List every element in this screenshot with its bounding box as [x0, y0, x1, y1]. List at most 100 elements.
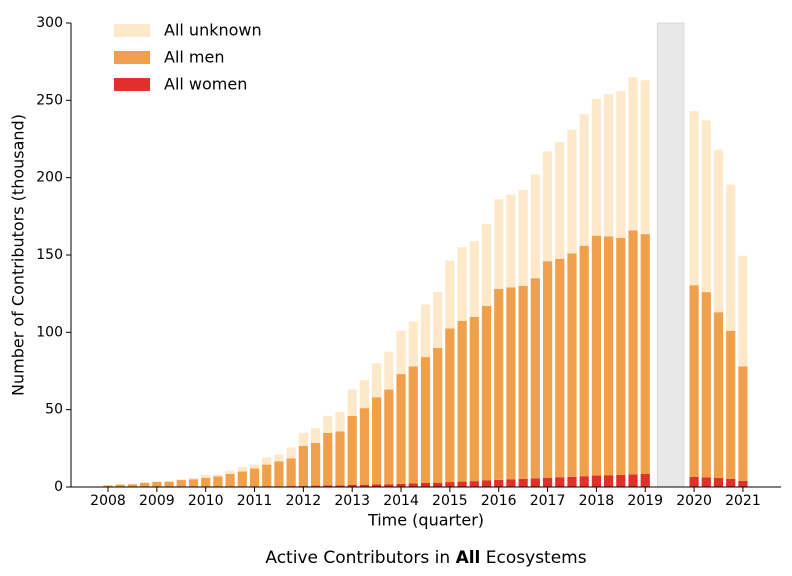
bar-segment	[726, 184, 736, 331]
bar-segment	[542, 261, 553, 478]
title-part: Active Contributors in	[265, 548, 455, 568]
bar-segment	[506, 479, 516, 487]
bar-segment	[201, 477, 211, 487]
bar-segment	[457, 481, 467, 487]
bar-segment	[579, 245, 589, 477]
x-tick-label: 2014	[383, 493, 419, 509]
bar-segment	[640, 234, 650, 475]
bar-segment	[542, 151, 553, 262]
y-tick-label: 200	[36, 170, 63, 186]
bar-segment	[372, 363, 382, 398]
x-tick-label: 2020	[676, 493, 712, 509]
bar-segment	[335, 411, 345, 432]
bar-segment	[567, 253, 577, 477]
bar-segment	[420, 357, 431, 483]
bar-segment	[726, 330, 736, 479]
bar-segment	[201, 474, 211, 478]
bar-segment	[445, 260, 455, 329]
bar-segment	[738, 255, 748, 367]
bar-segment	[420, 304, 431, 358]
bar-segment	[286, 447, 296, 459]
bar-segment	[506, 194, 516, 288]
y-tick-label: 250	[36, 92, 63, 108]
bar-segment	[628, 230, 638, 475]
bar-segment	[323, 432, 333, 486]
bar-segment	[689, 476, 699, 487]
bar-segment	[372, 397, 382, 485]
y-tick-label: 150	[36, 247, 63, 263]
bar-segment	[701, 477, 711, 487]
bar-segment	[249, 468, 260, 487]
bar-segment	[542, 477, 553, 487]
bar-segment	[140, 482, 150, 487]
bar-segment	[396, 374, 406, 484]
y-tick-label: 50	[45, 402, 63, 418]
y-tick-label: 300	[36, 15, 63, 31]
bar-segment	[262, 457, 272, 465]
bar-segment	[567, 129, 577, 254]
bar-segment	[591, 475, 601, 487]
chart-title: Active Contributors in All Ecosystems	[265, 548, 586, 568]
bar-segment	[310, 485, 321, 487]
bar-segment	[396, 330, 406, 375]
bar-segment	[530, 278, 540, 479]
x-tick-label: 2019	[627, 493, 663, 509]
bar-segment	[506, 287, 516, 480]
bar-segment	[433, 347, 443, 483]
legend-swatch	[114, 51, 150, 64]
legend-swatch	[114, 78, 150, 91]
bar-segment	[359, 484, 370, 487]
bar-segment	[323, 415, 333, 433]
bar-segment	[188, 478, 199, 480]
y-axis-label: Number of Contributors (thousand)	[9, 114, 28, 396]
bar-segment	[249, 464, 260, 469]
bar-segment	[310, 428, 321, 443]
bar-segment	[298, 485, 308, 487]
bar-segment	[384, 484, 394, 487]
bar-segment	[420, 482, 431, 487]
bar-segment	[469, 481, 479, 487]
bar-segment	[457, 247, 467, 321]
bar-segment	[237, 471, 247, 487]
bar-segment	[433, 482, 443, 487]
bar-segment	[359, 380, 370, 409]
bar-segment	[469, 316, 479, 482]
bar-segment	[481, 306, 492, 481]
x-tick-label: 2009	[139, 493, 175, 509]
bar-segment	[591, 235, 601, 476]
x-axis-label: Time (quarter)	[367, 511, 484, 530]
bar-segment	[298, 432, 308, 447]
bar-segment	[384, 389, 394, 485]
bar-segment	[518, 285, 528, 479]
bar-segment	[176, 479, 186, 481]
legend-label: All men	[164, 48, 225, 67]
bar-segment	[555, 477, 565, 487]
bar-segment	[335, 431, 345, 486]
y-tick-label: 0	[54, 479, 63, 495]
bar-segment	[591, 98, 601, 236]
bar-segment	[225, 473, 235, 487]
bar-segment	[713, 478, 724, 487]
bar-segment	[494, 479, 504, 487]
bar-segment	[640, 80, 650, 235]
bar-segment	[530, 478, 540, 487]
bar-segment	[237, 466, 247, 472]
bar-segment	[494, 199, 504, 290]
bar-segment	[604, 475, 614, 487]
bar-segment	[616, 91, 626, 238]
bar-segment	[396, 483, 406, 487]
bar-segment	[298, 446, 308, 486]
legend-label: All unknown	[164, 21, 262, 40]
bar-segment	[518, 478, 528, 487]
bar-segment	[127, 484, 138, 487]
bar-segment	[469, 241, 479, 317]
x-tick-label: 2008	[90, 493, 126, 509]
title-part: Ecosystems	[480, 548, 586, 568]
x-tick-label: 2017	[530, 493, 566, 509]
bar-segment	[640, 474, 650, 487]
bar-segment	[726, 478, 736, 487]
bar-segment	[689, 111, 699, 286]
x-tick-label: 2011	[237, 493, 273, 509]
bar-segment	[176, 480, 186, 487]
